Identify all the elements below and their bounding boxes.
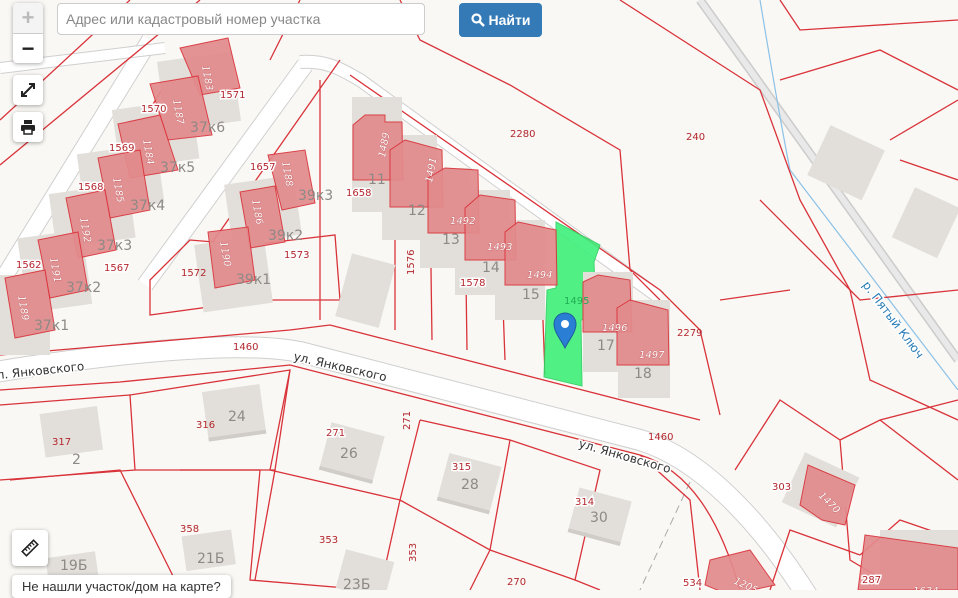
ruler-icon	[21, 539, 39, 557]
house-number: 17	[597, 338, 615, 354]
house-number: 15	[522, 287, 540, 303]
house-number: 37к4	[130, 198, 165, 214]
building-label[interactable]: 1491	[424, 156, 440, 184]
house-number: 14	[482, 260, 500, 276]
parcel-label[interactable]: 353	[319, 535, 338, 546]
search-icon	[470, 13, 485, 27]
registered-buildings	[4, 37, 958, 590]
house-number: 28	[461, 477, 479, 493]
parcel-label[interactable]: 1569	[108, 142, 136, 156]
house-number: 18	[634, 366, 652, 382]
parcel-label[interactable]: 1576	[406, 250, 417, 275]
measure-button[interactable]	[12, 530, 48, 566]
parcel-label[interactable]: 315	[451, 461, 473, 475]
zoom-in-button[interactable]: +	[13, 3, 43, 34]
house-number: 37к6	[190, 120, 225, 136]
building-label[interactable]: 1493	[487, 242, 513, 254]
river-label: р. Пятый Ключ	[860, 278, 927, 361]
house-number: 23Б	[343, 577, 370, 590]
parcel-label[interactable]: 1657	[249, 161, 277, 175]
house-numbers: 11 12 13 14 15 17 18 37к6 37к5 37к4 37к3…	[34, 120, 652, 590]
house-number: 39к3	[298, 188, 333, 204]
parcel-label[interactable]: 1571	[219, 89, 247, 103]
house-number: 13	[442, 232, 460, 248]
parcel-label[interactable]: 271	[402, 411, 413, 430]
parcel-label[interactable]: 2279	[677, 328, 702, 339]
parcel-label[interactable]: 1578	[459, 277, 487, 291]
zoom-out-button[interactable]: −	[21, 36, 35, 61]
building-label[interactable]: 1494	[527, 270, 553, 282]
fullscreen-button[interactable]	[13, 75, 43, 105]
parcel-label[interactable]: 1460	[233, 342, 258, 353]
parcel-label[interactable]: 270	[507, 577, 526, 588]
house-number: 19Б	[60, 558, 87, 574]
zoom-control: + −	[13, 3, 43, 63]
building-label[interactable]: 1489	[377, 131, 393, 159]
parcel-label[interactable]: 1573	[283, 249, 311, 263]
house-number: 37к5	[160, 160, 195, 176]
printer-icon	[21, 120, 35, 135]
parcel-label[interactable]: 1460	[648, 432, 673, 443]
building-label[interactable]: 1189	[15, 294, 31, 322]
parcel-label[interactable]: 2280	[510, 129, 535, 140]
building-label[interactable]: 1192	[77, 216, 93, 244]
parcel-label[interactable]: 287	[861, 574, 883, 588]
parcel-label[interactable]: 240	[686, 132, 705, 143]
house-number: 2	[72, 452, 81, 468]
parcel-label[interactable]: 314	[574, 496, 596, 510]
building-label[interactable]: 1634	[913, 586, 939, 590]
building-label[interactable]: 1185	[110, 176, 126, 204]
parcel-label[interactable]: 1562	[15, 259, 43, 273]
house-number: 39к2	[268, 228, 303, 244]
parcel-labels: 2280 240 2279 1460 1460 1658 1576 1578 1…	[15, 89, 883, 591]
house-number: 26	[340, 446, 358, 462]
parcel-label[interactable]: 1572	[181, 268, 206, 279]
selected-parcel[interactable]	[543, 221, 601, 387]
house-number: 37к2	[66, 280, 101, 296]
building-label[interactable]: 1492	[450, 216, 476, 228]
house-number: 12	[408, 203, 426, 219]
parcel-label[interactable]: 358	[180, 524, 199, 535]
parcel-label[interactable]: 271	[325, 427, 347, 441]
house-number: 30	[590, 510, 608, 526]
building-label[interactable]: 1190	[217, 240, 233, 268]
building-label[interactable]: 1497	[639, 350, 666, 362]
building-label[interactable]: 1496	[602, 323, 628, 335]
location-marker[interactable]	[553, 312, 577, 350]
parcel-label[interactable]: 303	[771, 481, 793, 495]
building-label[interactable]: 1188	[279, 160, 295, 188]
parcel-label[interactable]: 1567	[103, 262, 131, 276]
search-input[interactable]	[57, 3, 425, 35]
building-labels: 1183 1187 1184 1185 1192 1191 1189 1188 …	[15, 64, 939, 590]
parcel-label[interactable]: 1570	[140, 103, 168, 117]
print-button[interactable]	[13, 112, 43, 142]
river-line	[759, 0, 958, 391]
not-found-link[interactable]: Не нашли участок/дом на карте?	[12, 575, 231, 598]
parcel-label[interactable]: 1658	[345, 187, 373, 201]
building-label[interactable]: 1186	[249, 198, 265, 226]
parcel-label[interactable]: 353	[408, 543, 419, 562]
building-label[interactable]: 1183	[199, 64, 215, 92]
parcel-label[interactable]: 534	[682, 577, 704, 591]
house-number: 39к1	[236, 272, 271, 288]
house-number: 37к1	[34, 318, 69, 334]
parcel-label[interactable]: 1568	[77, 181, 105, 195]
house-number: 37к3	[97, 238, 132, 254]
house-number: 24	[228, 409, 246, 425]
building-label[interactable]: 1187	[170, 98, 186, 127]
selected-parcel-label[interactable]: 1495	[564, 296, 589, 307]
building-label[interactable]: 1191	[47, 256, 63, 284]
expand-icon	[21, 83, 35, 97]
house-number: 11	[368, 172, 386, 188]
house-number: 21Б	[197, 551, 224, 567]
search-button[interactable]: Найти	[459, 3, 542, 37]
parcel-label[interactable]: 316	[196, 420, 215, 431]
building-label[interactable]: 1184	[140, 138, 156, 166]
search-button-label: Найти	[488, 12, 531, 28]
parcel-label[interactable]: 317	[52, 437, 71, 448]
